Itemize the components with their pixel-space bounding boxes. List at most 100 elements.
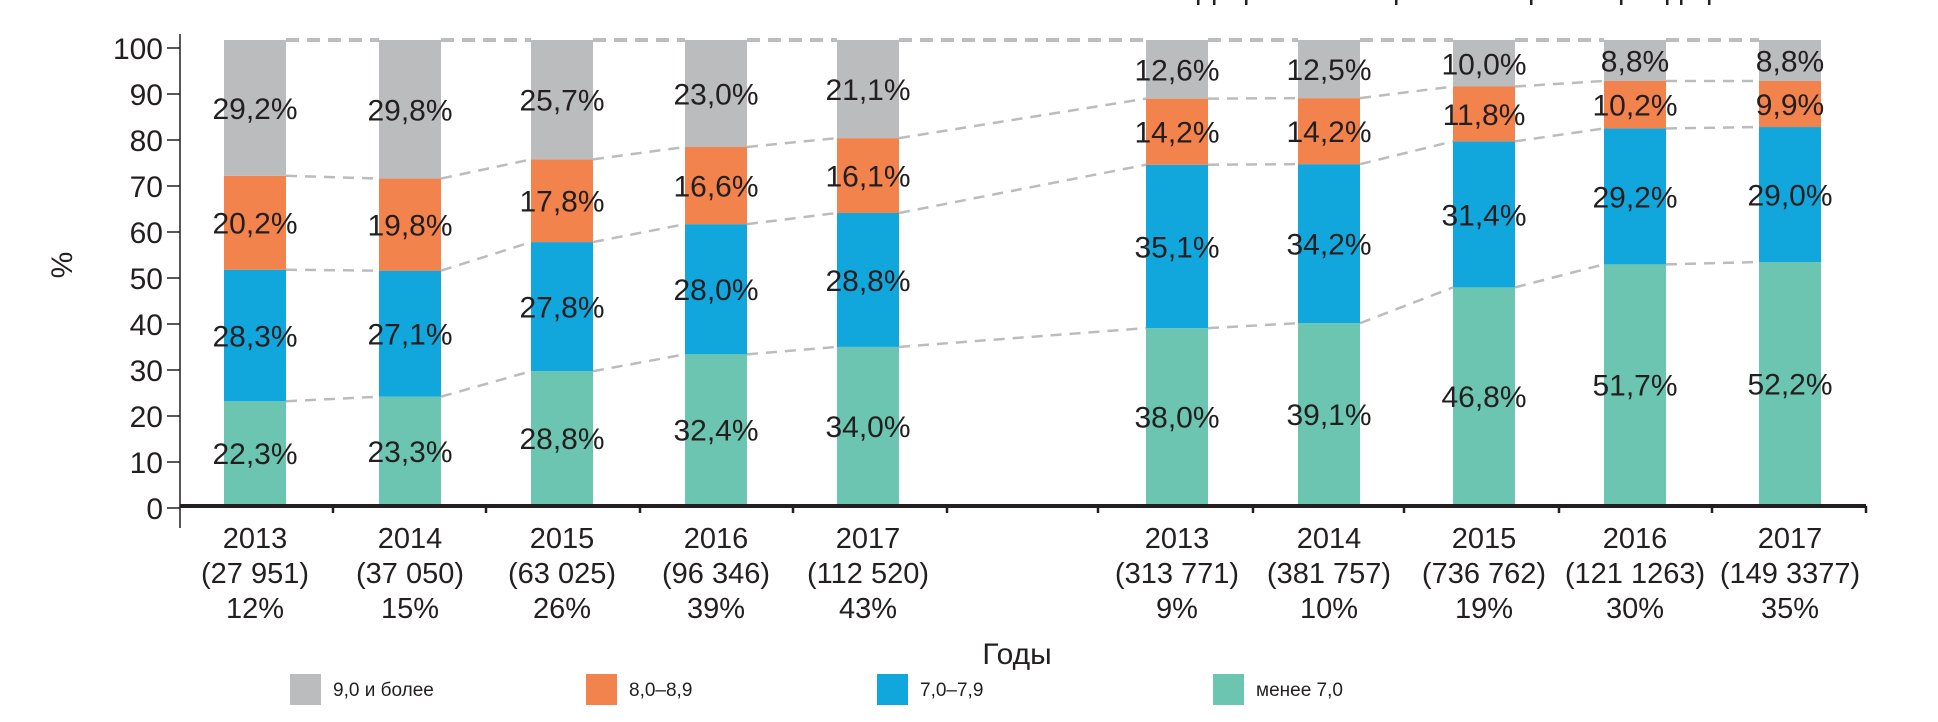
- x-tick-label-count: (63 025): [508, 558, 616, 590]
- bar-segment: [1146, 328, 1208, 505]
- y-tick-label: 10: [130, 447, 163, 480]
- x-tick-label-year: 2017: [1758, 523, 1823, 555]
- connector-line: [746, 345, 838, 356]
- connector-line: [592, 145, 686, 161]
- x-tick-label-share: 26%: [533, 593, 591, 625]
- data-label: 28,8%: [825, 265, 910, 298]
- x-tick-label-share: 15%: [381, 593, 439, 625]
- bar-segment: [1759, 80, 1821, 128]
- x-tick-label-count: (736 762): [1422, 558, 1546, 590]
- connector-line: [1359, 85, 1454, 100]
- category-labels: 2013(27 951)12%2014(37 050)15%2015(63 02…: [201, 523, 1860, 625]
- data-label: 31,4%: [1441, 199, 1526, 232]
- bar-segment: [531, 159, 593, 243]
- bar-segment: [1298, 323, 1360, 505]
- bar-segment: [1604, 80, 1666, 129]
- cropped-glyph-fragment: [1213, 0, 1216, 5]
- data-label: 14,2%: [1134, 117, 1219, 150]
- bar-segment: [1759, 40, 1821, 81]
- data-label: 29,0%: [1747, 180, 1832, 213]
- bar-segment: [1298, 40, 1360, 99]
- connector-line: [285, 174, 380, 180]
- bar-segment: [1453, 141, 1515, 288]
- connector-line: [1207, 321, 1299, 330]
- data-label: 29,8%: [367, 94, 452, 127]
- data-label: 21,1%: [825, 74, 910, 107]
- data-label: 29,2%: [212, 93, 297, 126]
- bar-segment: [685, 224, 747, 355]
- bars: [224, 40, 1821, 505]
- cropped-glyph-fragment: [1245, 0, 1248, 5]
- x-tick-label-year: 2014: [378, 523, 443, 555]
- bar-segment: [1146, 98, 1208, 165]
- x-tick-label-count: (313 771): [1115, 558, 1239, 590]
- bar-segment: [224, 401, 286, 505]
- connector-line: [1665, 125, 1760, 130]
- x-tick-label-year: 2014: [1297, 523, 1362, 555]
- cropped-glyph-fragment: [1197, 0, 1200, 5]
- y-tick-label: 30: [130, 355, 163, 388]
- x-tick-label-count: (381 757): [1267, 558, 1391, 590]
- x-tick-label-year: 2016: [684, 523, 749, 555]
- bar-segment: [685, 40, 747, 147]
- bar-segment: [531, 242, 593, 372]
- connector-line: [898, 326, 1147, 349]
- data-label: 10,2%: [1592, 90, 1677, 123]
- data-label: 10,0%: [1441, 48, 1526, 81]
- connector-line: [592, 222, 686, 244]
- x-tick-label-share: 12%: [226, 593, 284, 625]
- cropped-header-remnant: [1197, 0, 1711, 5]
- bar-segment: [1298, 164, 1360, 324]
- data-label: 9,9%: [1756, 89, 1824, 122]
- connector-line: [285, 268, 380, 272]
- y-tick-label: 50: [130, 263, 163, 296]
- segment-labels: 22,3% 28,3% 20,2% 29,2% 23,3% 27,1% 19,8% 29,8%…: [212, 45, 1832, 471]
- bar-segment: [531, 40, 593, 160]
- data-label: 23,3%: [367, 436, 452, 469]
- data-label: 28,3%: [212, 321, 297, 354]
- connector-line: [1514, 263, 1605, 289]
- y-tick-label: 70: [130, 171, 163, 204]
- data-label: 29,2%: [1592, 181, 1677, 214]
- bar-segment: [1453, 287, 1515, 505]
- data-label: 34,2%: [1286, 229, 1371, 262]
- bar-segment: [837, 138, 899, 213]
- data-label: 12,6%: [1134, 54, 1219, 87]
- bar-segment: [685, 354, 747, 505]
- connector-line: [898, 163, 1147, 215]
- data-label: 8,8%: [1756, 45, 1824, 78]
- legend-swatch: [877, 674, 908, 705]
- connector-line: [1359, 140, 1454, 166]
- data-label: 52,2%: [1747, 369, 1832, 402]
- data-label: 25,7%: [519, 85, 604, 118]
- connector-line: [898, 97, 1147, 140]
- data-label: 17,8%: [519, 186, 604, 219]
- y-tick-label: 100: [113, 33, 163, 66]
- data-label: 19,8%: [367, 210, 452, 243]
- data-label: 11,8%: [1443, 99, 1526, 132]
- legend-swatch: [290, 674, 321, 705]
- x-tick-label-count: (37 050): [356, 558, 464, 590]
- cropped-glyph-fragment: [1666, 0, 1669, 5]
- x-tick-label-year: 2015: [530, 523, 595, 555]
- data-label: 35,1%: [1134, 231, 1219, 264]
- data-label: 34,0%: [825, 411, 910, 444]
- y-tick-label: 80: [130, 125, 163, 158]
- x-tick-label-share: 10%: [1300, 593, 1358, 625]
- data-label: 22,3%: [212, 438, 297, 471]
- bar-segment: [1453, 40, 1515, 87]
- legend-label: 8,0–8,9: [629, 680, 692, 701]
- x-tick-label-share: 9%: [1156, 593, 1198, 625]
- legend: 9,0 и более 8,0–8,9 7,0–7,9 менее 7,0: [290, 674, 1343, 705]
- legend-label: 9,0 и более: [333, 680, 434, 701]
- x-tick-label-count: (149 3377): [1720, 558, 1860, 590]
- y-tick-label: 60: [130, 217, 163, 250]
- bar-segment: [1759, 127, 1821, 263]
- connector-line: [746, 211, 838, 226]
- bar-segment: [379, 40, 441, 179]
- data-label: 12,5%: [1286, 54, 1371, 87]
- bar-segment: [1604, 264, 1666, 505]
- data-label: 8,8%: [1601, 45, 1669, 78]
- cropped-glyph-fragment: [1620, 0, 1623, 5]
- bar-segment: [379, 178, 441, 271]
